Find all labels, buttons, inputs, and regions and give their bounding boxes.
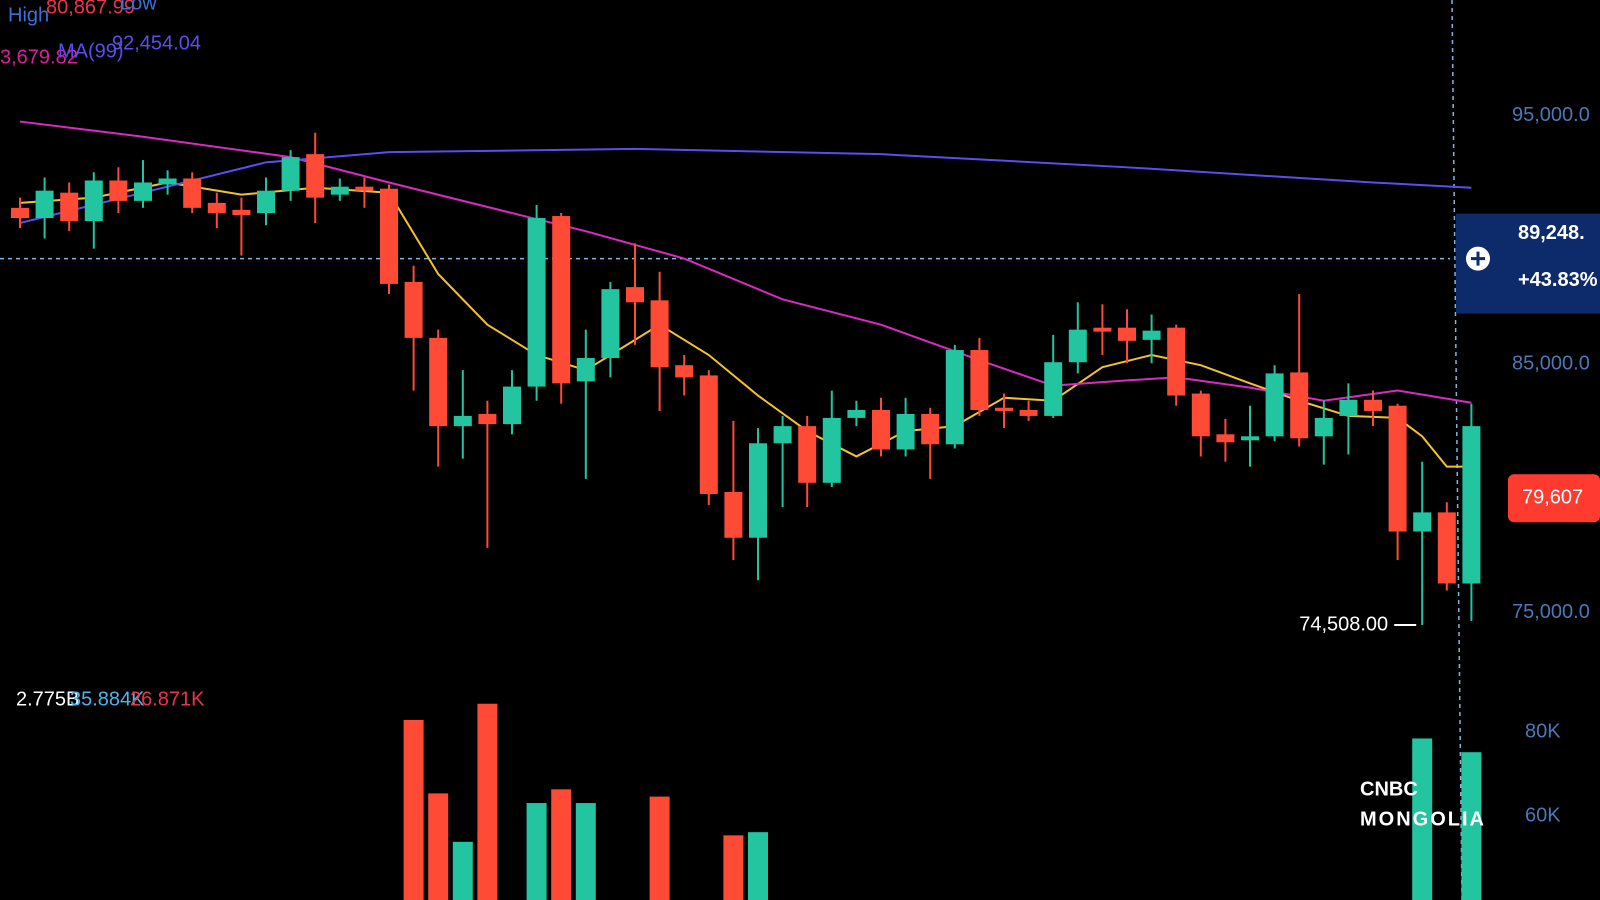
candle-body [921,413,940,445]
candle-body [1437,512,1456,584]
candle-body [995,407,1013,411]
candle-body [1364,399,1382,411]
volume-bar [649,796,670,900]
candle-body [1339,399,1358,416]
candle-body [650,300,669,368]
volume-bar [428,793,449,900]
logo-bottom: MONGOLIA [1360,808,1486,830]
volume-bar [1412,738,1433,900]
candle-body [109,180,128,201]
volume-bar [526,803,547,900]
candle-body [675,365,694,378]
volume-bar [452,841,473,900]
volume-bar [1461,752,1482,900]
candle-body [84,180,103,222]
volume-bar [403,719,424,900]
volume-bar [748,832,768,900]
candle-body [527,218,546,387]
candle-body [1142,330,1161,340]
candle-body [429,337,448,427]
y-tick-label: 95,000.0 [1512,104,1590,126]
volume-tick-label: 80K [1525,720,1561,742]
candle-body [1068,329,1087,363]
info-label: Low [120,0,157,14]
candle-body [355,186,374,191]
candle-body [872,409,890,450]
candle-body [183,178,202,208]
info-label: 3,679.82 [0,46,78,68]
volume-info: 35.884K [70,688,145,710]
candle-body [601,289,620,358]
last-price-label: 79,607 [1522,487,1583,509]
candle-body [1413,512,1432,532]
crosshair-price: 89,248. [1518,222,1585,244]
candle-body [503,386,521,425]
candle-body [847,409,866,418]
volume-info: 26.871K [130,688,205,710]
candle-body [1388,405,1407,532]
candle-body [1044,362,1063,416]
candle-body [1093,327,1112,332]
candle-body [896,413,915,450]
candle-body [1167,327,1186,396]
candle-body [207,202,226,214]
candle-body [822,417,841,483]
candle-body [330,186,349,195]
info-label: High [8,4,49,26]
crosshair-change: +43.83% [1518,269,1598,291]
candle-body [281,157,300,191]
candle-body [945,350,964,445]
candle-body [1265,373,1284,437]
logo-top: CNBC [1360,778,1418,800]
candle-body [1241,436,1259,441]
candle-body [749,443,767,538]
candle-body [1191,393,1210,437]
candle-body [404,281,423,338]
add-icon [1471,251,1485,266]
candle-body [1290,372,1309,439]
candle-body [11,207,29,219]
candle-body [1216,434,1235,443]
volume-bar [551,789,572,900]
candle-body [453,415,472,427]
volume-bar [477,703,498,900]
candle-body [576,357,595,382]
ma-name: MA(99) [58,40,124,62]
candle-body [60,192,79,222]
volume-tick-label: 60K [1525,804,1561,826]
candle-body [626,287,644,303]
candle-body [724,491,743,538]
candle-body [773,426,792,444]
candle-body [1462,426,1481,584]
candle-body [1118,327,1136,341]
candle-body [798,426,817,483]
candle-body [306,154,325,198]
candle-body [552,216,571,384]
low-marker-label: 74,508.00 [1299,613,1388,635]
y-tick-label: 85,000.0 [1512,352,1590,374]
y-tick-label: 75,000.0 [1512,601,1590,623]
candle-body [970,350,989,410]
candle-body [35,190,54,219]
candle-body [232,209,251,216]
crosshair-vertical [1451,0,1463,900]
last-price-tag [1508,474,1600,523]
volume-bar [575,803,596,900]
candle-body [478,413,497,425]
ma-value: 92,454.04 [112,32,201,54]
volume-info: 2.775B [16,688,79,710]
candle-body [1019,409,1038,416]
candle-body [699,375,718,494]
candle-body [134,182,152,201]
candle-body [257,190,275,214]
candle-body [1314,417,1333,437]
info-label: 80,867.99 [46,0,135,18]
candle-body [380,188,398,284]
volume-bar [723,835,744,900]
candle-body [158,178,177,185]
